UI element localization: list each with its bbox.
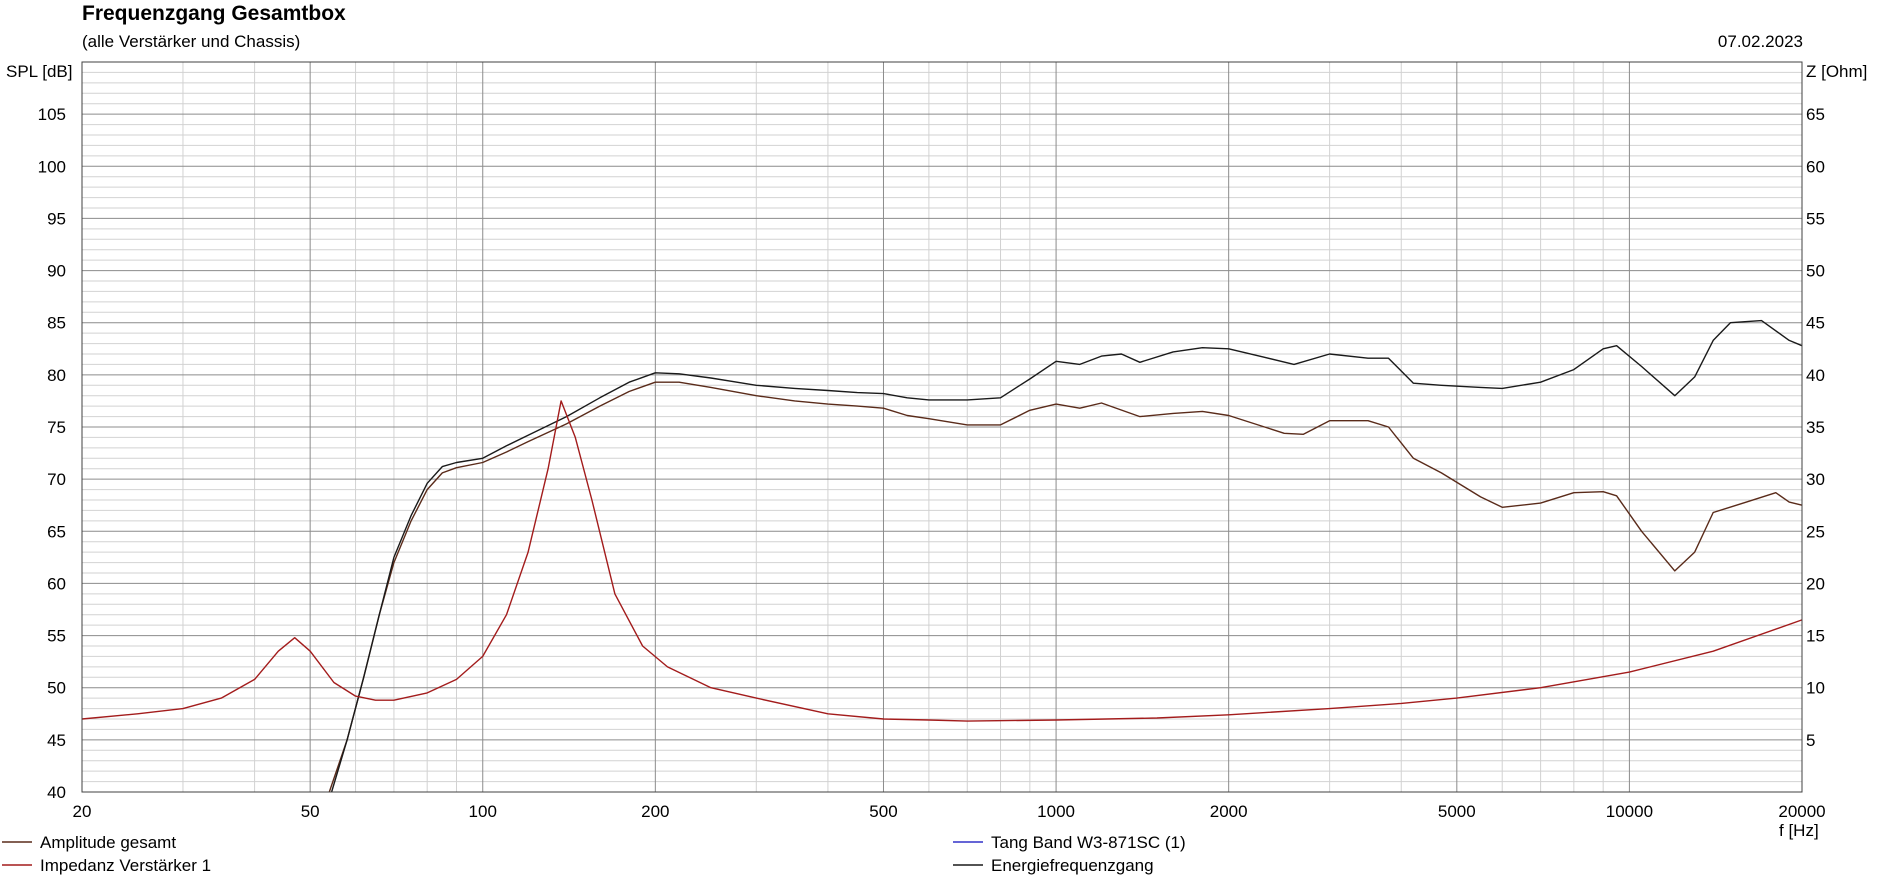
y-tick-label: 100: [38, 157, 66, 176]
y2-tick-label: 10: [1806, 679, 1825, 698]
y2-tick-label: 35: [1806, 418, 1825, 437]
x-tick-label: 200: [641, 802, 669, 821]
y2-tick-label: 30: [1806, 470, 1825, 489]
axis-ticks: 40 45 50 55 60 65 70 75 80 85 90 95 100 105 5 10 15 20 25 3…: [38, 105, 1826, 821]
legend-label: Tang Band W3-871SC (1): [991, 833, 1186, 852]
plot-frame: [81, 61, 1803, 793]
y-axis-label: SPL [dB]: [6, 62, 72, 81]
x-tick-label: 2000: [1210, 802, 1248, 821]
legend-label: Amplitude gesamt: [40, 833, 176, 852]
y-tick-label: 95: [47, 209, 66, 228]
grid: [82, 62, 1802, 792]
y-tick-label: 50: [47, 679, 66, 698]
y2-tick-label: 25: [1806, 522, 1825, 541]
y-tick-label: 65: [47, 522, 66, 541]
y-tick-label: 60: [47, 574, 66, 593]
series-line-0: [328, 381, 1803, 793]
y2-tick-label: 5: [1806, 731, 1815, 750]
legend-label: Impedanz Verstärker 1: [40, 856, 211, 875]
x-tick-label: 20: [73, 802, 92, 821]
x-axis-label: f [Hz]: [1779, 821, 1819, 840]
y2-tick-label: 15: [1806, 627, 1825, 646]
y-tick-label: 55: [47, 627, 66, 646]
x-tick-label: 500: [869, 802, 897, 821]
legend-label: Energiefrequenzgang: [991, 856, 1154, 875]
y2-tick-label: 45: [1806, 314, 1825, 333]
y-tick-label: 85: [47, 314, 66, 333]
y2-tick-label: 20: [1806, 574, 1825, 593]
chart-date: 07.02.2023: [1717, 32, 1803, 51]
x-tick-label: 20000: [1778, 802, 1825, 821]
y-tick-label: 40: [47, 783, 66, 802]
chart-subtitle: (alle Verstärker und Chassis): [82, 32, 301, 51]
y2-axis-label: Z [Ohm]: [1806, 62, 1867, 81]
x-tick-label: 10000: [1606, 802, 1653, 821]
y2-tick-label: 60: [1806, 157, 1825, 176]
series-line-2: [81, 400, 1803, 722]
legend: Amplitude gesamt Impedanz Verstärker 1 Tan…: [2, 833, 1186, 875]
y-tick-label: 105: [38, 105, 66, 124]
y2-tick-label: 50: [1806, 262, 1825, 281]
x-tick-label: 1000: [1037, 802, 1075, 821]
y-tick-label: 75: [47, 418, 66, 437]
x-tick-label: 5000: [1438, 802, 1476, 821]
y2-tick-label: 55: [1806, 209, 1825, 228]
y2-tick-label: 40: [1806, 366, 1825, 385]
x-tick-label: 50: [301, 802, 320, 821]
y-tick-label: 70: [47, 470, 66, 489]
y-tick-label: 80: [47, 366, 66, 385]
chart-title: Frequenzgang Gesamtbox: [82, 2, 346, 25]
series-lines: [81, 319, 1803, 793]
y-tick-label: 45: [47, 731, 66, 750]
x-tick-label: 100: [469, 802, 497, 821]
series-line-1: [330, 319, 1803, 793]
y-tick-label: 90: [47, 262, 66, 281]
y2-tick-label: 65: [1806, 105, 1825, 124]
